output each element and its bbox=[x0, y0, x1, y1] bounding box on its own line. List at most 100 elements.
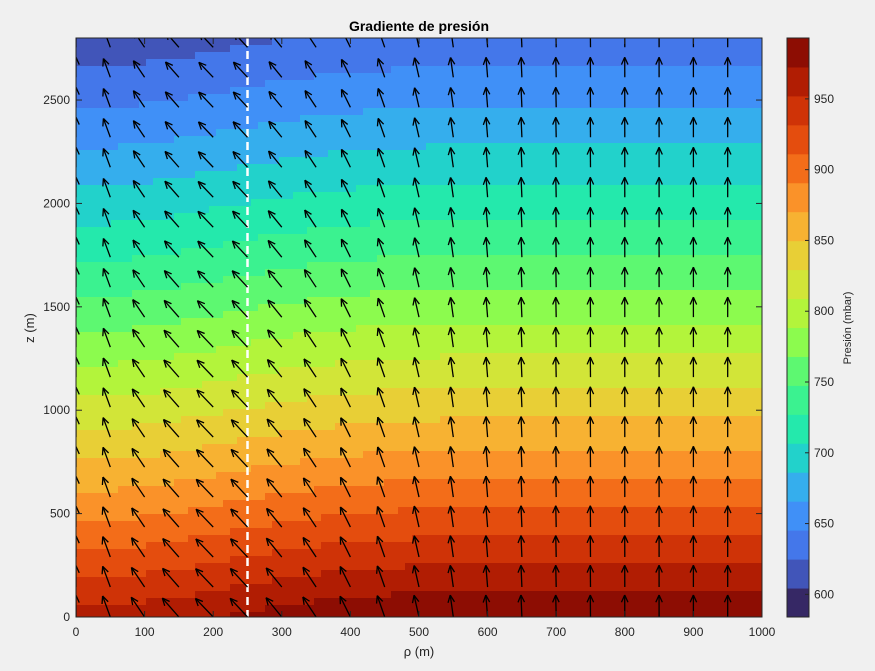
contour-cell bbox=[321, 38, 329, 46]
contour-cell bbox=[216, 297, 224, 305]
contour-cell bbox=[503, 199, 511, 207]
contour-cell bbox=[314, 318, 322, 326]
contour-cell bbox=[727, 178, 735, 186]
contour-cell bbox=[300, 318, 308, 326]
contour-cell bbox=[650, 199, 658, 207]
contour-cell bbox=[244, 213, 252, 221]
contour-cell bbox=[160, 318, 168, 326]
contour-cell bbox=[293, 199, 301, 207]
contour-cell bbox=[83, 178, 91, 186]
contour-cell bbox=[300, 94, 308, 102]
contour-cell bbox=[629, 367, 637, 375]
contour-cell bbox=[650, 66, 658, 74]
contour-cell bbox=[713, 199, 721, 207]
contour-cell bbox=[594, 269, 602, 277]
contour-cell bbox=[699, 178, 707, 186]
contour-cell bbox=[755, 262, 762, 270]
contour-cell bbox=[713, 255, 721, 263]
contour-cell bbox=[720, 157, 728, 165]
contour-cell bbox=[335, 262, 343, 270]
contour-cell bbox=[664, 290, 672, 298]
contour-cell bbox=[272, 199, 280, 207]
contour-cell bbox=[293, 45, 301, 53]
contour-cell bbox=[594, 66, 602, 74]
contour-cell bbox=[482, 304, 490, 312]
contour-cell bbox=[398, 213, 406, 221]
contour-cell bbox=[265, 185, 273, 193]
contour-cell bbox=[237, 94, 245, 102]
contour-cell bbox=[734, 52, 742, 60]
contour-cell bbox=[713, 157, 721, 165]
contour-cell bbox=[272, 353, 280, 361]
contour-cell bbox=[685, 304, 693, 312]
contour-cell bbox=[566, 276, 574, 284]
contour-cell bbox=[671, 122, 679, 130]
contour-cell bbox=[314, 199, 322, 207]
contour-cell bbox=[405, 276, 413, 284]
contour-cell bbox=[223, 255, 231, 263]
contour-cell bbox=[734, 283, 742, 291]
contour-cell bbox=[552, 346, 560, 354]
contour-cell bbox=[706, 283, 714, 291]
contour-cell bbox=[370, 213, 378, 221]
contour-cell bbox=[685, 101, 693, 109]
contour-cell bbox=[111, 262, 119, 270]
contour-cell bbox=[545, 66, 553, 74]
contour-cell bbox=[384, 276, 392, 284]
contour-cell bbox=[328, 108, 336, 116]
contour-cell bbox=[300, 339, 308, 347]
contour-cell bbox=[496, 255, 504, 263]
contour-cell bbox=[748, 164, 756, 172]
contour-cell bbox=[139, 227, 147, 235]
contour-cell bbox=[90, 290, 98, 298]
contour-cell bbox=[258, 157, 266, 165]
contour-cell bbox=[265, 192, 273, 200]
contour-cell bbox=[251, 171, 259, 179]
contour-cell bbox=[643, 276, 651, 284]
contour-cell bbox=[286, 353, 294, 361]
contour-cell bbox=[356, 227, 364, 235]
contour-cell bbox=[531, 150, 539, 158]
contour-cell bbox=[461, 367, 469, 375]
contour-cell bbox=[118, 276, 126, 284]
contour-cell bbox=[160, 262, 168, 270]
contour-cell bbox=[678, 185, 686, 193]
contour-cell bbox=[615, 297, 623, 305]
contour-cell bbox=[272, 101, 280, 109]
contour-cell bbox=[538, 227, 546, 235]
contour-cell bbox=[727, 122, 735, 130]
contour-cell bbox=[741, 234, 749, 242]
contour-cell bbox=[293, 297, 301, 305]
contour-cell bbox=[727, 66, 735, 74]
contour-cell bbox=[720, 311, 728, 319]
contour-cell bbox=[685, 206, 693, 214]
contour-cell bbox=[146, 381, 154, 389]
contour-cell bbox=[111, 164, 119, 172]
contour-cell bbox=[538, 213, 546, 221]
contour-cell bbox=[223, 38, 231, 46]
contour-cell bbox=[83, 192, 91, 200]
contour-cell bbox=[111, 87, 119, 95]
contour-cell bbox=[223, 332, 231, 340]
contour-cell bbox=[475, 87, 483, 95]
contour-cell bbox=[734, 122, 742, 130]
contour-cell bbox=[370, 276, 378, 284]
contour-cell bbox=[391, 290, 399, 298]
contour-cell bbox=[426, 129, 434, 137]
contour-cell bbox=[622, 269, 630, 277]
contour-cell bbox=[531, 143, 539, 151]
contour-cell bbox=[468, 66, 476, 74]
contour-cell bbox=[531, 122, 539, 130]
contour-cell bbox=[706, 136, 714, 144]
contour-cell bbox=[125, 94, 133, 102]
contour-cell bbox=[559, 192, 567, 200]
contour-cell bbox=[545, 325, 553, 333]
contour-cell bbox=[258, 241, 266, 249]
contour-cell bbox=[265, 52, 273, 60]
contour-cell bbox=[601, 192, 609, 200]
contour-cell bbox=[608, 374, 616, 382]
contour-cell bbox=[538, 381, 546, 389]
contour-cell bbox=[510, 388, 518, 396]
contour-cell bbox=[629, 220, 637, 228]
